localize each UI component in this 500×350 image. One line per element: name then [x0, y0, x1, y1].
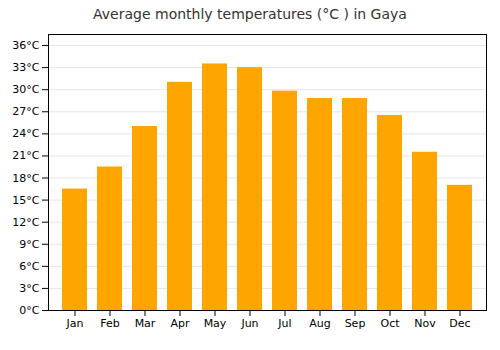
- svg-text:Feb: Feb: [100, 317, 119, 330]
- svg-text:Oct: Oct: [380, 317, 400, 330]
- svg-text:Jan: Jan: [66, 317, 84, 330]
- svg-text:12°C: 12°C: [12, 216, 39, 229]
- svg-text:9°C: 9°C: [19, 238, 39, 251]
- svg-text:30°C: 30°C: [12, 83, 39, 96]
- svg-text:36°C: 36°C: [12, 39, 39, 52]
- svg-text:Mar: Mar: [135, 317, 156, 330]
- svg-text:21°C: 21°C: [12, 149, 39, 162]
- svg-text:Sep: Sep: [345, 317, 366, 330]
- svg-text:May: May: [204, 317, 227, 330]
- svg-text:Aug: Aug: [309, 317, 330, 330]
- svg-text:18°C: 18°C: [12, 172, 39, 185]
- svg-text:3°C: 3°C: [19, 282, 39, 295]
- svg-text:0°C: 0°C: [19, 304, 39, 317]
- svg-text:Dec: Dec: [449, 317, 470, 330]
- svg-text:24°C: 24°C: [12, 127, 39, 140]
- svg-text:27°C: 27°C: [12, 105, 39, 118]
- svg-text:Jul: Jul: [277, 317, 291, 330]
- svg-text:15°C: 15°C: [12, 194, 39, 207]
- svg-text:6°C: 6°C: [19, 260, 39, 273]
- svg-text:Apr: Apr: [170, 317, 190, 330]
- svg-text:33°C: 33°C: [12, 61, 39, 74]
- svg-text:Jun: Jun: [240, 317, 258, 330]
- svg-text:Nov: Nov: [414, 317, 436, 330]
- html-text:Average monthly temperatures (: Average monthly temperatures (°C ) in Ga…: [93, 6, 407, 22]
